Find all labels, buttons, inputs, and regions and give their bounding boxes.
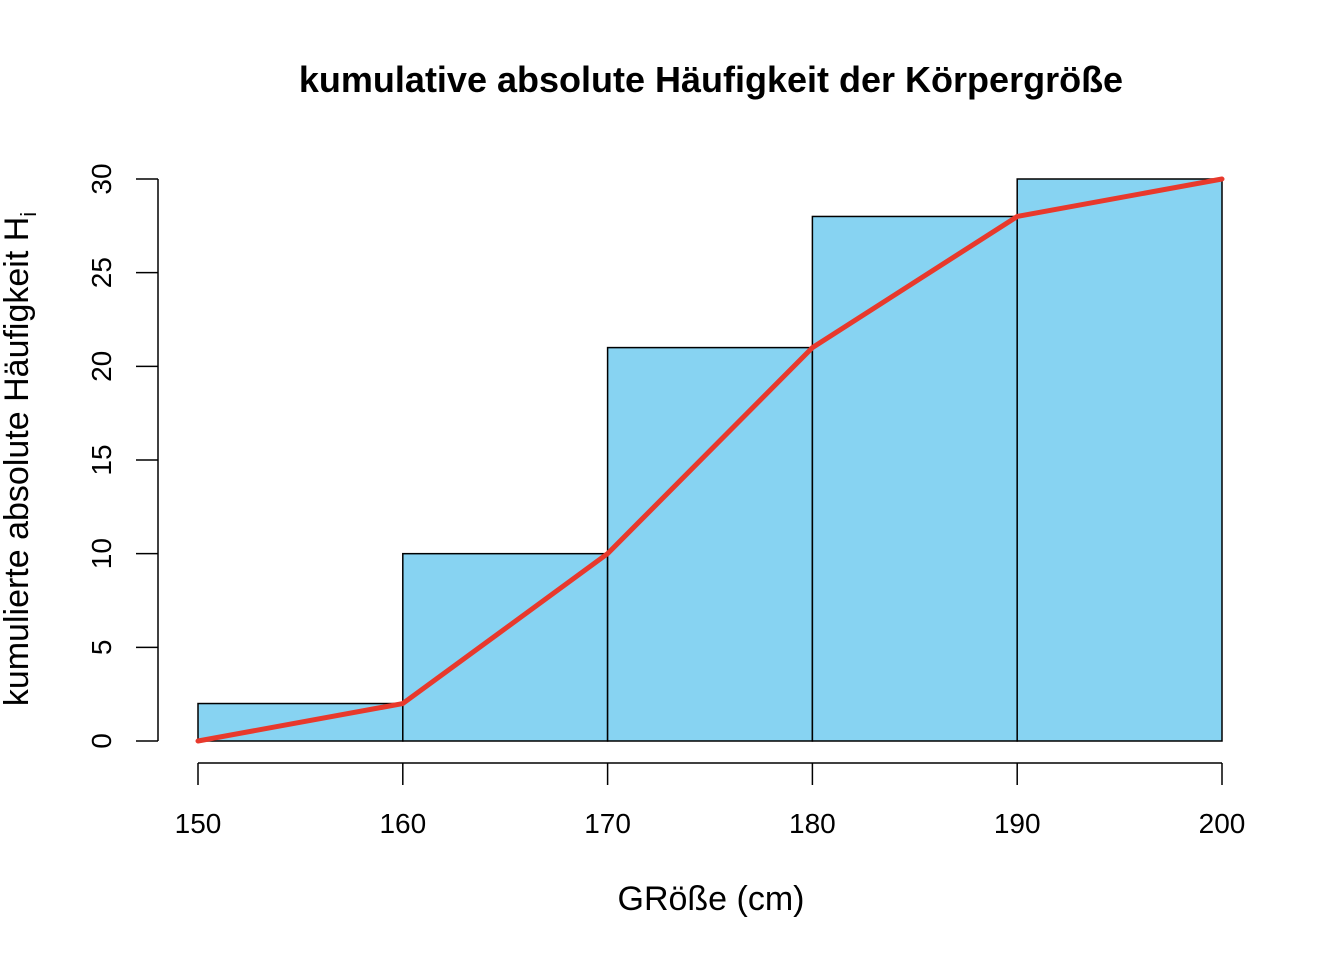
chart-title: kumulative absolute Häufigkeit der Körpe… [299, 59, 1123, 100]
x-tick-label-170: 170 [584, 808, 631, 839]
y-axis-label: kumulierte absolute Häufigkeit Hi [0, 212, 41, 706]
y-axis-label-subscript: i [16, 212, 41, 217]
y-tick-label-0: 0 [86, 733, 117, 749]
x-tick-label-150: 150 [175, 808, 222, 839]
y-tick-label-10: 10 [86, 538, 117, 569]
cumulative-line-0 [195, 176, 1225, 744]
x-tick-label-180: 180 [789, 808, 836, 839]
y-tick-label-20: 20 [86, 351, 117, 382]
y-axis-label-main: kumulierte absolute Häufigkeit H [0, 217, 36, 706]
x-tick-label-200: 200 [1199, 808, 1246, 839]
x-axis-label: GRöße (cm) [618, 880, 805, 918]
bar-170-180 [606, 346, 814, 742]
y-tick-label-30: 30 [86, 163, 117, 194]
bar-190-200 [1016, 178, 1223, 742]
y-axis: 0 5 10 15 20 25 30 [86, 163, 159, 749]
x-axis: 150 160 170 180 190 200 [175, 762, 1246, 839]
histogram-bars [197, 178, 1223, 742]
cumulative-line-series [195, 176, 1225, 744]
x-tick-label-190: 190 [994, 808, 1041, 839]
y-tick-label-5: 5 [86, 640, 117, 656]
x-tick-label-160: 160 [379, 808, 426, 839]
bar-160-170 [402, 552, 609, 742]
y-tick-label-25: 25 [86, 257, 117, 288]
bar-180-190 [811, 215, 1018, 742]
y-tick-label-15: 15 [86, 444, 117, 475]
